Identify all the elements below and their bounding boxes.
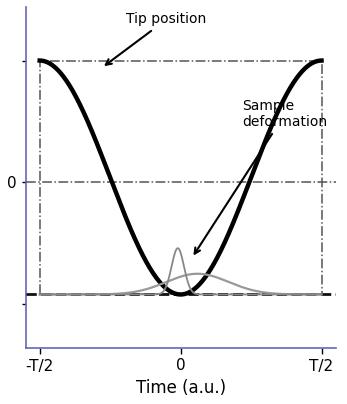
X-axis label: Time (a.u.): Time (a.u.) [136,379,226,397]
Text: Tip position: Tip position [106,13,206,65]
Text: Sample
deformation: Sample deformation [195,99,328,254]
